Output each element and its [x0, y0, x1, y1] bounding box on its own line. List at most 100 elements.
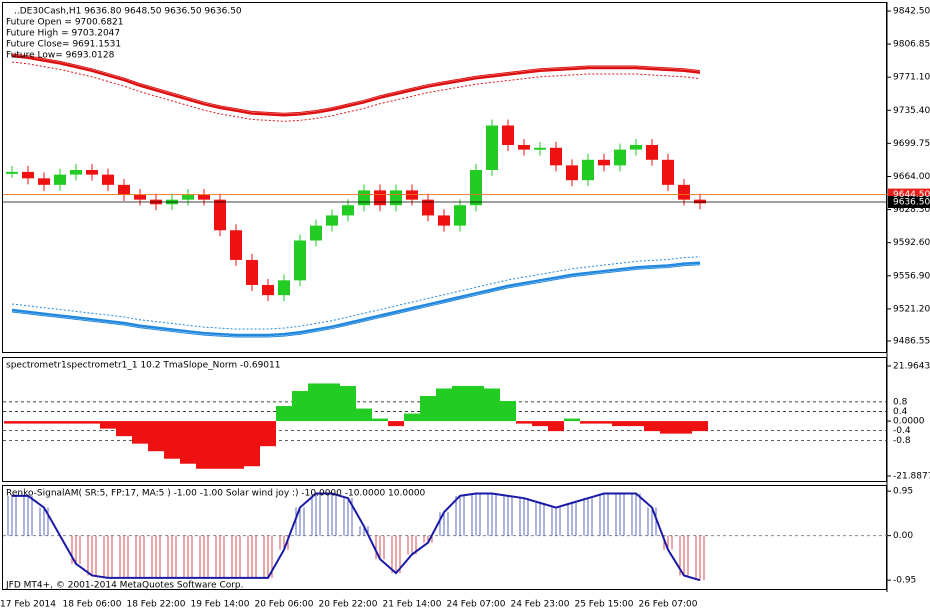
y-tick-label: 9771.10 [893, 73, 930, 83]
price-label: 9644.50 [893, 190, 930, 200]
candle [6, 171, 18, 174]
candle [422, 199, 434, 216]
x-tick-label: 20 Feb 22:00 [318, 600, 377, 610]
x-tick-label: 19 Feb 14:00 [190, 600, 249, 610]
band-line [11, 261, 701, 337]
y-tick-label: 9842.50 [893, 7, 930, 17]
histogram-bar [116, 421, 132, 437]
band-line [11, 61, 701, 122]
signal-line [12, 492, 701, 582]
candle [614, 149, 626, 166]
histogram-bar [468, 385, 484, 422]
x-tick-label: 18 Feb 22:00 [126, 600, 185, 610]
candle [182, 195, 194, 200]
band-line [11, 54, 701, 117]
histogram-bar [20, 421, 36, 424]
x-tick-label: 24 Feb 07:00 [446, 600, 505, 610]
histogram-bar [644, 421, 660, 432]
histogram-bar [356, 408, 372, 422]
candle [134, 195, 146, 200]
candle [630, 144, 642, 150]
histogram-bar [340, 385, 356, 422]
price-label: 9636.50 [893, 197, 930, 207]
histogram-bar [132, 421, 148, 444]
y-tick-label: 9664.00 [893, 172, 930, 182]
x-tick-label: 25 Feb 15:00 [574, 600, 633, 610]
x-tick-label: 21 Feb 14:00 [382, 600, 441, 610]
x-tick-label: 26 Feb 07:00 [638, 600, 697, 610]
candle [566, 165, 578, 181]
candle [102, 174, 114, 185]
candle [406, 190, 418, 200]
candle [374, 190, 386, 206]
y-tick-label: 9735.40 [893, 106, 930, 116]
histogram-bar [548, 421, 564, 432]
info-text: ..DE30Cash,H1 9636.80 9648.50 9636.50 96… [14, 7, 242, 17]
histogram-bar [148, 421, 164, 452]
y-tick-label: 0.00 [893, 531, 913, 541]
level-label: 0.8 [893, 397, 908, 407]
y-tick-label: 0.0000 [893, 417, 925, 427]
histogram-bar [452, 385, 468, 422]
histogram-bar [372, 418, 388, 422]
candle [534, 147, 546, 150]
histogram-bar [196, 421, 212, 469]
histogram-bar [484, 388, 500, 422]
candle [310, 225, 322, 241]
histogram-bar [228, 421, 244, 469]
price-label-box [888, 195, 930, 208]
level-label: -0.4 [893, 426, 911, 436]
candle [662, 159, 674, 185]
candle [454, 205, 466, 226]
candle [22, 171, 34, 179]
candle [278, 280, 290, 296]
histogram-bar [100, 421, 116, 429]
histogram-bar [612, 421, 628, 427]
footer: JFD MT4+, © 2001-2014 MetaQuotes Softwar… [5, 581, 244, 591]
info-text: Future Low= 9693.0128 [6, 51, 115, 61]
candle [470, 169, 482, 206]
histogram-bar [420, 396, 436, 422]
candle [342, 205, 354, 216]
histogram-bar [68, 421, 84, 424]
candle [38, 178, 50, 185]
candle [118, 184, 130, 196]
info-text: Future High = 9703.2047 [6, 29, 120, 39]
y-tick-label: 21.9643 [893, 361, 930, 371]
signal-title: Renko-SignalAM( SR:5, FP:17, MA:5 ) -1.0… [6, 489, 426, 499]
y-tick-label: 9521.20 [893, 304, 930, 314]
band-line [11, 53, 701, 114]
candle [326, 215, 338, 226]
candle [646, 144, 658, 160]
histogram-bar [164, 421, 180, 459]
histogram-bar [4, 421, 20, 424]
histogram-bar [84, 421, 100, 424]
y-tick-label: 9486.55 [893, 337, 930, 347]
y-tick-label: 9806.85 [893, 40, 930, 50]
candle [518, 144, 530, 150]
histogram-bar [180, 421, 196, 464]
histogram-bar [628, 421, 644, 427]
band-line [11, 256, 701, 330]
band-line [11, 264, 701, 338]
candle [54, 174, 66, 185]
histogram-bar [324, 383, 340, 422]
histogram-bar [436, 388, 452, 422]
x-tick-label: 18 Feb 06:00 [62, 600, 121, 610]
candle [246, 259, 258, 285]
histogram-bar [388, 421, 404, 427]
histogram-bar [532, 421, 548, 427]
histogram-bar [564, 418, 580, 422]
candle [550, 147, 562, 166]
histogram-bar [52, 421, 68, 424]
y-tick-label: -21.8877 [893, 471, 930, 481]
y-tick-label: 0.95 [893, 487, 913, 497]
y-tick-label: 9699.75 [893, 139, 930, 149]
histogram-bar [500, 401, 516, 422]
candle [598, 159, 610, 166]
candle [358, 190, 370, 206]
candle [502, 125, 514, 145]
y-tick-label: 9556.90 [893, 271, 930, 281]
info-text: Future Open = 9700.6821 [6, 18, 124, 28]
